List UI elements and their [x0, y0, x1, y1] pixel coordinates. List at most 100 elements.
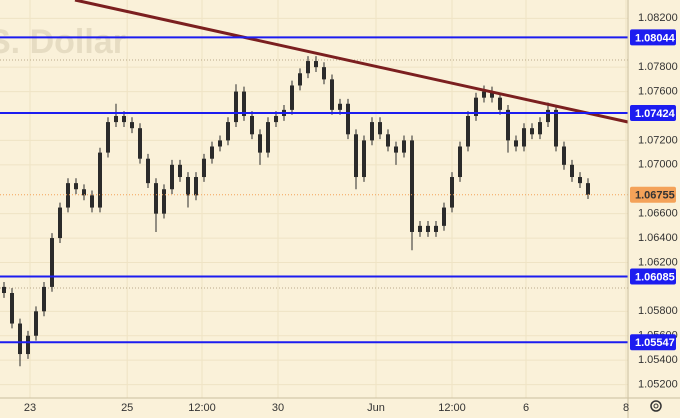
candle-body [330, 79, 334, 110]
candle-body [210, 146, 214, 159]
candle-body [290, 85, 294, 110]
candle-body [450, 177, 454, 208]
level-label-box [630, 268, 676, 285]
level-label-box [630, 334, 676, 351]
candle-body [194, 177, 198, 196]
gear-hub[interactable] [653, 403, 659, 409]
candle-body [58, 207, 62, 239]
candle-body [74, 183, 78, 190]
candle-body [346, 103, 350, 135]
candle-body [114, 115, 118, 123]
y-tick-label: 1.05200 [638, 378, 678, 390]
y-tick-label: 1.07000 [638, 159, 678, 171]
candle-body [370, 122, 374, 141]
level-label: 1.07424 [635, 108, 676, 120]
last-price-label: 1.06755 [635, 190, 675, 202]
y-tick-label: 1.05400 [638, 354, 678, 366]
candle-body [522, 128, 526, 147]
settings-icon[interactable] [650, 400, 662, 412]
candle-body [426, 225, 430, 232]
candle-body [250, 115, 254, 135]
y-tick-label: 1.06600 [638, 208, 678, 220]
candle-body [546, 109, 550, 123]
candle-body [122, 115, 126, 123]
candle-body [82, 189, 86, 196]
x-tick-label: 12:00 [438, 402, 466, 414]
candle-body [490, 91, 494, 98]
x-tick-label: 23 [24, 402, 36, 414]
candle-body [474, 97, 478, 116]
candle-body [2, 286, 6, 294]
candle-body [26, 335, 30, 355]
candle-body [314, 61, 318, 68]
candle-body [586, 183, 590, 195]
x-tick-label: 8 [623, 402, 629, 414]
level-label-box [630, 29, 676, 46]
candle-body [434, 225, 438, 232]
candle-body [578, 177, 582, 184]
candle-body [322, 67, 326, 80]
candle-body [570, 164, 574, 178]
level-label: 1.06085 [635, 271, 675, 283]
candle-body [90, 195, 94, 208]
candle-body [482, 91, 486, 98]
candle-body [162, 189, 166, 214]
candle-body [66, 183, 70, 208]
candle-body [154, 183, 158, 214]
candle-body [34, 311, 38, 336]
x-tick-label: 25 [121, 402, 133, 414]
candle-body [466, 115, 470, 147]
candle-body [562, 146, 566, 165]
candle-body [530, 128, 534, 135]
x-tick-label: 6 [523, 402, 529, 414]
candle-body [378, 122, 382, 135]
candle-body [386, 134, 390, 147]
candle-body [218, 140, 222, 147]
candle-body [402, 140, 406, 153]
candle-body [202, 158, 206, 178]
candle-body [362, 140, 366, 178]
candle-body [242, 91, 246, 116]
candle-body [234, 91, 238, 123]
candle-body [98, 152, 102, 208]
candle-body [258, 134, 262, 153]
candle-body [226, 122, 230, 141]
candle-body [418, 225, 422, 232]
candle-body [138, 128, 142, 159]
candle-body [498, 97, 502, 110]
y-tick-label: 1.05800 [638, 305, 678, 317]
candle-body [338, 103, 342, 110]
candle-body [266, 122, 270, 153]
candle-body [146, 158, 150, 184]
candle-body [170, 164, 174, 190]
y-tick-label: 1.07800 [638, 61, 678, 73]
last-price-box [630, 186, 676, 203]
candle-body [18, 323, 22, 355]
candle-body [178, 164, 182, 178]
candle-body [274, 115, 278, 123]
candle-body [186, 177, 190, 196]
candle-body [554, 109, 558, 147]
y-tick-label: 1.08200 [638, 12, 678, 24]
y-tick-label: 1.06200 [638, 256, 678, 268]
candle-body [42, 286, 46, 312]
x-tick-label: 30 [272, 402, 284, 414]
candle-body [50, 238, 54, 287]
candle-body [298, 73, 302, 86]
candle-body [506, 109, 510, 141]
candle-body [538, 122, 542, 135]
level-label-box [630, 105, 676, 122]
candle-body [442, 207, 446, 226]
x-tick-label: Jun [367, 402, 385, 414]
candle-body [458, 146, 462, 178]
gear[interactable] [650, 400, 662, 412]
candle-body [354, 134, 358, 178]
candle-body [410, 140, 414, 232]
watermark-title: S. Dollar [0, 23, 126, 61]
level-label: 1.05547 [635, 337, 675, 349]
x-tick-label: 12:00 [188, 402, 216, 414]
y-tick-label: 1.07200 [638, 134, 678, 146]
candle-body [514, 140, 518, 147]
